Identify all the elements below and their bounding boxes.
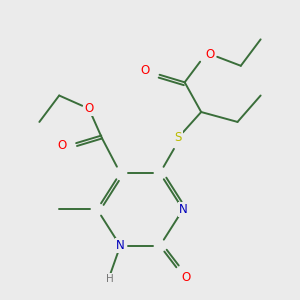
Text: O: O — [84, 102, 94, 115]
Text: N: N — [116, 239, 125, 252]
Text: O: O — [140, 64, 150, 77]
Text: H: H — [106, 274, 114, 284]
Text: N: N — [178, 203, 188, 216]
Text: O: O — [206, 48, 215, 61]
Text: O: O — [58, 139, 67, 152]
Text: O: O — [182, 271, 191, 284]
Text: S: S — [174, 131, 182, 144]
